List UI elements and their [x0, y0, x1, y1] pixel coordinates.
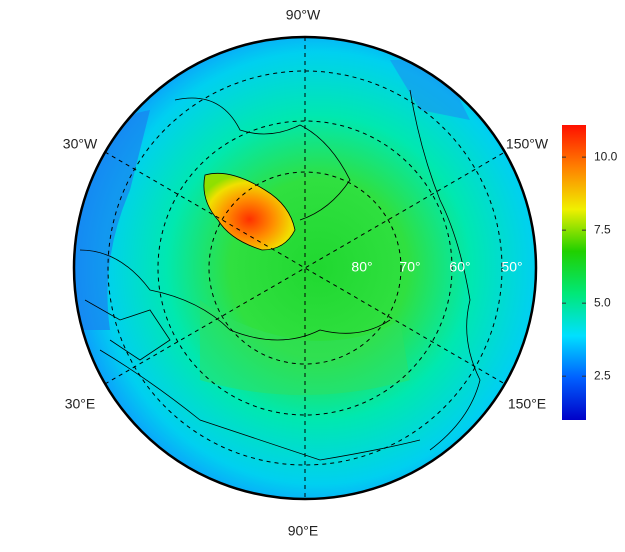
- longitude-label: 150°W: [506, 136, 549, 152]
- latitude-label: 70°: [399, 259, 420, 275]
- longitude-label: 150°E: [508, 396, 546, 412]
- longitude-label: 30°W: [63, 136, 98, 152]
- map-border: [72, 35, 538, 501]
- graticule: [104, 37, 506, 499]
- colorbar-scale: [562, 125, 586, 420]
- latitude-label: 80°: [351, 259, 372, 275]
- latitude-label: 50°: [501, 259, 522, 275]
- longitude-label: 30°E: [65, 396, 96, 412]
- latitude-label: 60°: [449, 259, 470, 275]
- colorbar-tick-label: 10.0: [594, 149, 618, 163]
- colorbar-tick-label: 2.5: [594, 368, 611, 382]
- colorbar: 2.5 5.0 7.5 10.0: [562, 125, 618, 420]
- colorbar-tick-label: 7.5: [594, 222, 611, 236]
- colorbar-tick-label: 5.0: [594, 295, 611, 309]
- longitude-label: 90°W: [286, 7, 321, 23]
- longitude-label: 90°E: [288, 523, 319, 539]
